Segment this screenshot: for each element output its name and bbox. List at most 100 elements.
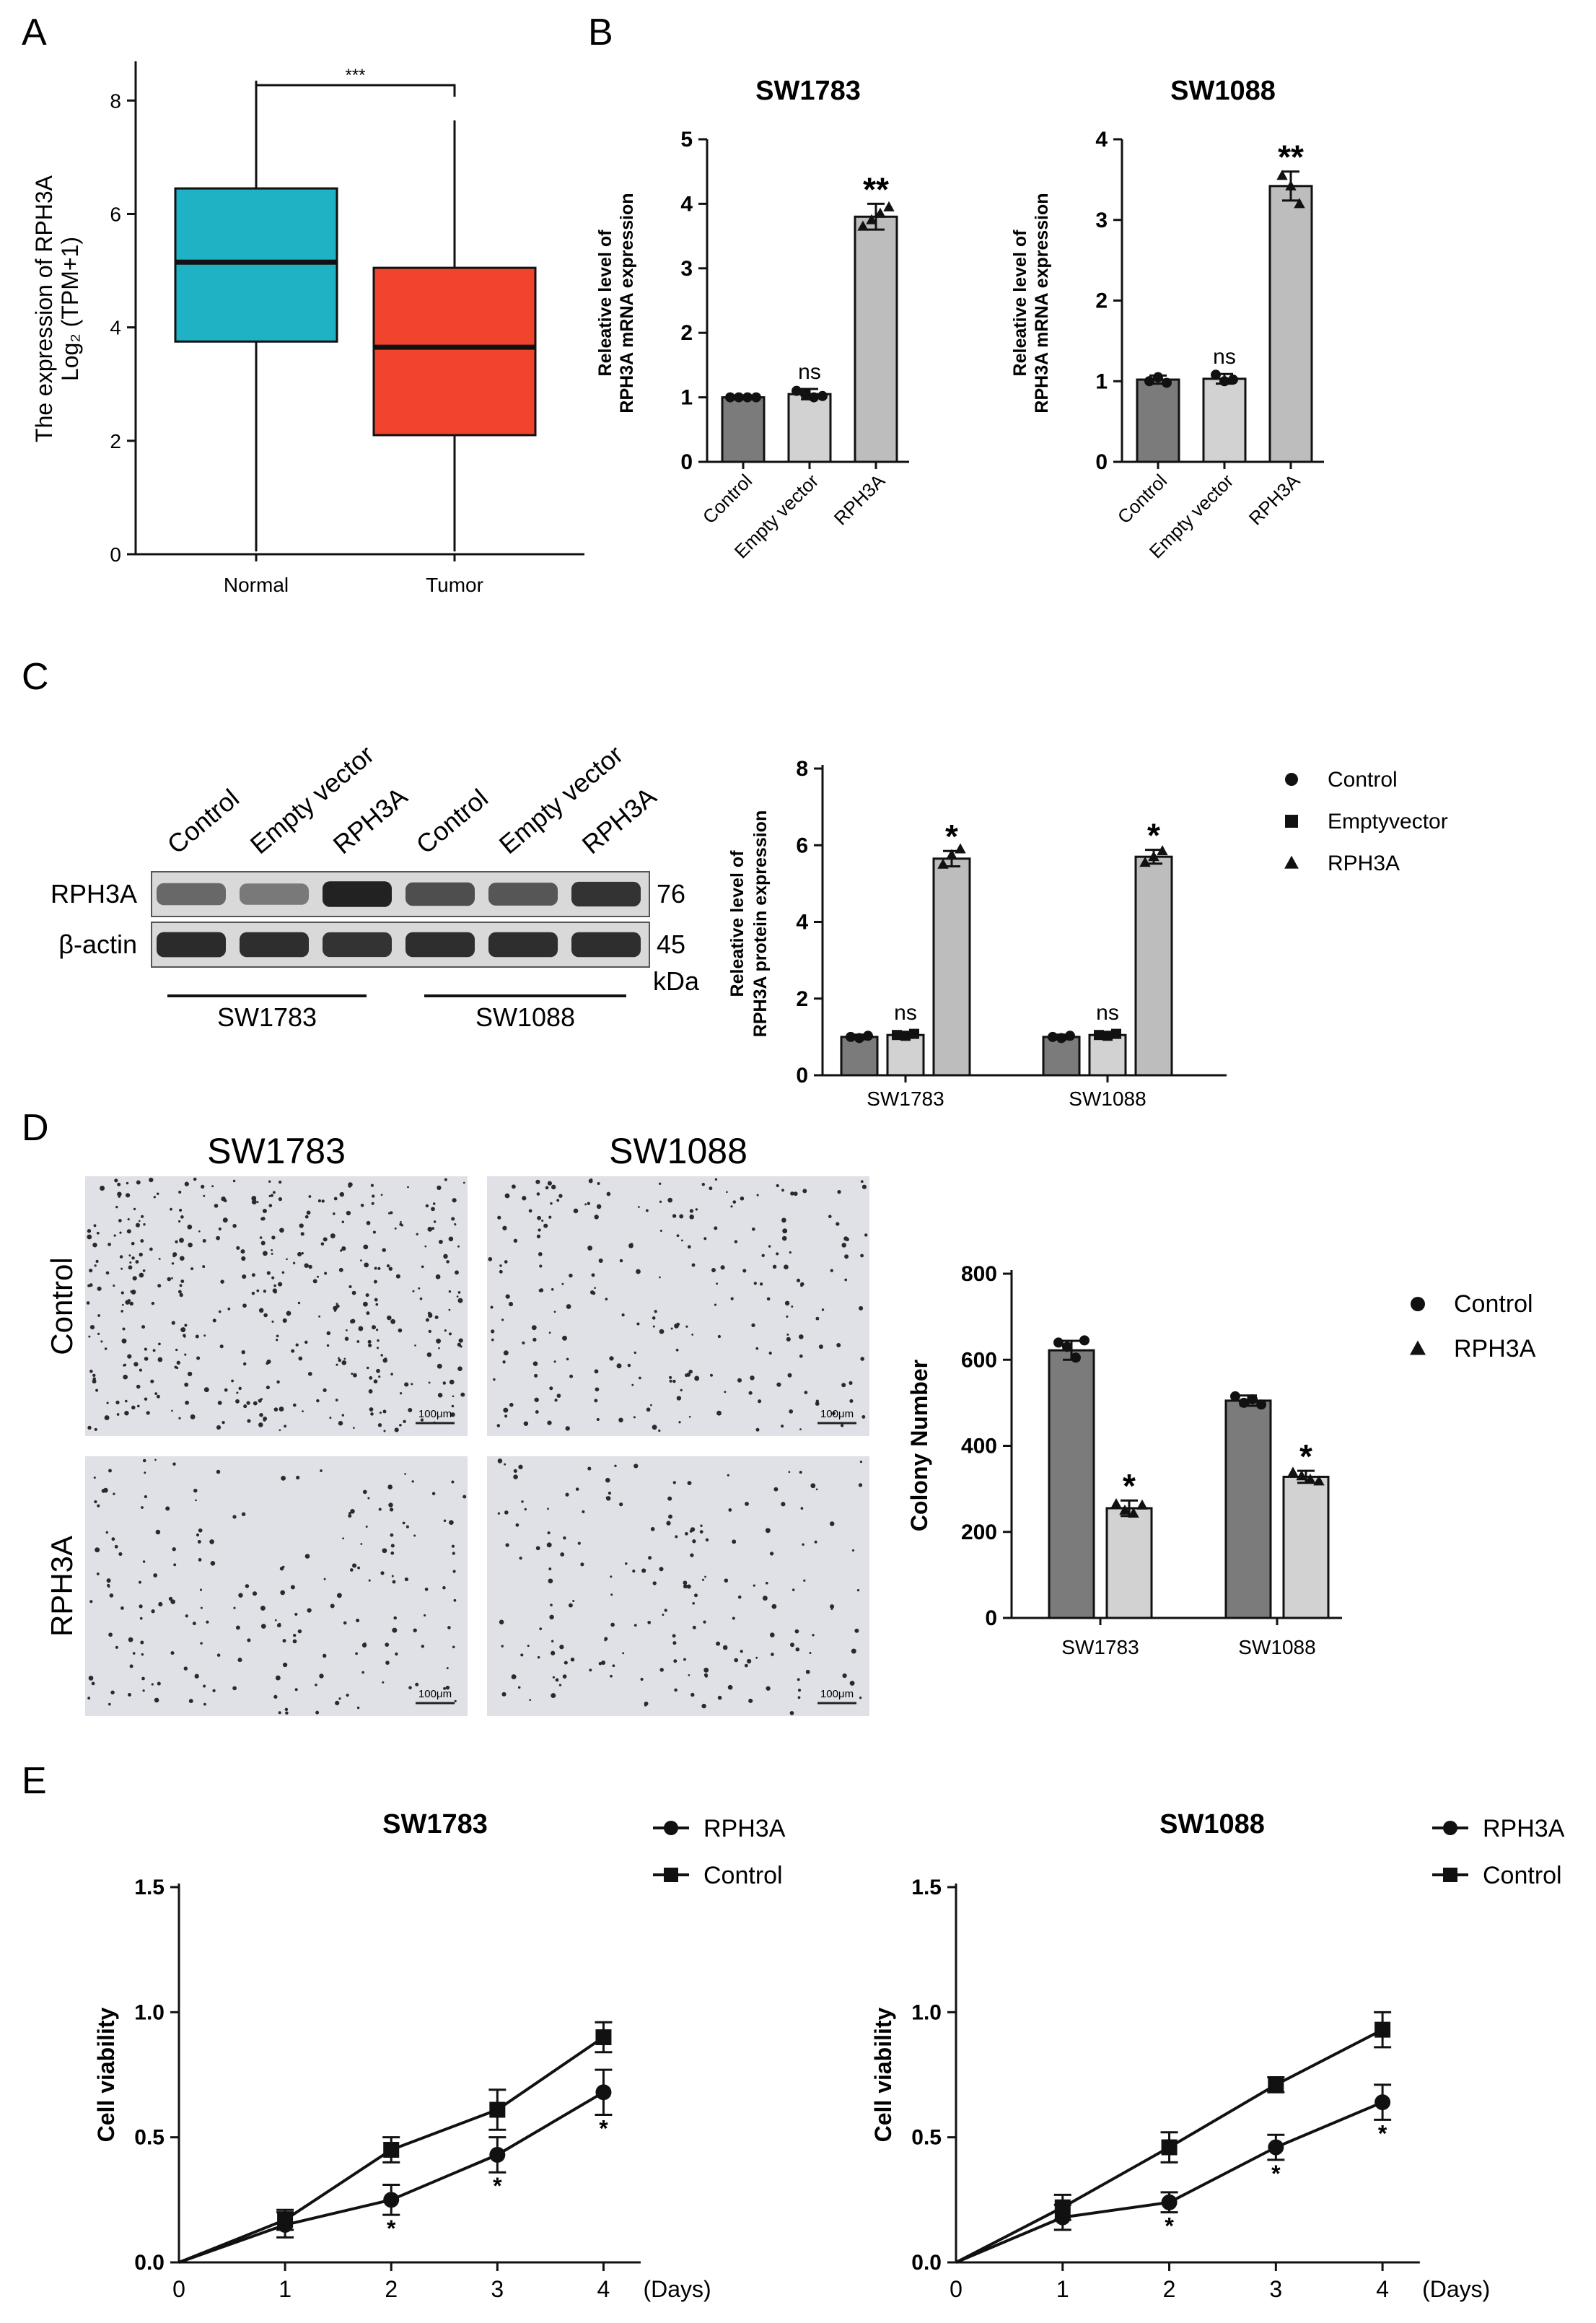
e2-legend-label-0: RPH3A (1483, 1815, 1565, 1842)
d-colony-dot (562, 1335, 567, 1341)
d-colony-dot (344, 1337, 349, 1341)
d-colony-dot (711, 1268, 716, 1272)
d-colony-dot (830, 1608, 833, 1610)
c-y-tick-label-3: 6 (796, 834, 808, 857)
d-colony-dot (120, 1606, 124, 1610)
panel-a-boxplot: 0 2 4 6 8 The expression of RPH3A Log₂ (TPM+1)… (31, 61, 584, 596)
d-colony-dot (570, 1657, 575, 1662)
d-colony-dot (442, 1585, 446, 1590)
d-colony-dot (717, 1695, 722, 1700)
d-colony-dot (438, 1239, 443, 1244)
c-point-1-1-1 (1102, 1031, 1113, 1041)
d-colony-dot (667, 1496, 672, 1501)
d-colony-dot (129, 1664, 133, 1668)
d-colony-dot (333, 1197, 338, 1201)
d-colony-dot (382, 1681, 385, 1684)
d-colony-dot (263, 1290, 267, 1293)
d-colony-dot (338, 1357, 340, 1360)
b2-x-tick-label-0: Control (1113, 470, 1171, 528)
d-colony-dot (113, 1234, 116, 1237)
d-colony-dot (128, 1254, 131, 1257)
d-colony-dot (856, 1588, 860, 1592)
d-colony-dot (560, 1552, 565, 1557)
d-colony-dot (139, 1617, 143, 1620)
d-colony-dot (587, 1245, 593, 1251)
d-colony-dot (106, 1401, 109, 1404)
d-colony-dot (716, 1282, 719, 1285)
d-colony-dot (377, 1423, 382, 1427)
d-point-1-0-2 (1248, 1394, 1258, 1405)
d-colony-dot (701, 1578, 705, 1581)
d-colony-dot (268, 1194, 271, 1197)
d-colony-dot (342, 1537, 344, 1540)
b2-point-0-0 (1144, 376, 1154, 387)
d-colony-dot (292, 1403, 297, 1407)
d-colony-dot (709, 1186, 713, 1191)
d-colony-dot (142, 1269, 146, 1272)
c-point-1-1-0 (1094, 1030, 1104, 1041)
d-colony-dot (392, 1627, 398, 1633)
d-colony-dot (200, 1642, 203, 1645)
d-colony-dot (547, 1420, 552, 1425)
b2-y-label-line1: Releative level of (1010, 229, 1030, 377)
d-colony-dot (748, 1391, 753, 1395)
d-colony-dot (654, 1310, 657, 1313)
d-colony-dot (364, 1262, 369, 1268)
d-colony-dot (569, 1273, 573, 1278)
d-colony-dot (395, 1652, 398, 1656)
d-colony-dot (203, 1702, 206, 1706)
d-colony-dot (794, 1629, 799, 1634)
d-colony-dot (815, 1488, 818, 1491)
d-point-1-1-1 (1296, 1470, 1307, 1481)
d-y-tick-label-4: 800 (961, 1262, 997, 1286)
d-colony-dot (575, 1487, 579, 1491)
d-colony-dot (141, 1676, 145, 1681)
d-colony-dot (194, 1674, 199, 1679)
d-colony-dot (95, 1547, 100, 1553)
d-colony-dot (390, 1211, 393, 1215)
d-colony-dot (293, 1633, 297, 1637)
c-legend-label-2: RPH3A (1328, 852, 1400, 875)
d-colony-dot (292, 1261, 296, 1264)
d-colony-dot (369, 1376, 373, 1380)
d-colony-dot (815, 1401, 820, 1406)
d-colony-dot (152, 1349, 156, 1352)
d-colony-dot (730, 1297, 734, 1300)
d-colony-dot (502, 1225, 507, 1230)
d-colony-dot (241, 1512, 246, 1516)
d-colony-dot (346, 1329, 348, 1331)
d-colony-dot (373, 1279, 377, 1284)
a-box-tumor (372, 266, 537, 437)
d-colony-dot (672, 1379, 676, 1383)
d-colony-dot (218, 1310, 222, 1313)
c-group-label-0: SW1783 (217, 1002, 317, 1032)
d-colony-dot (536, 1234, 541, 1238)
c-annotation-0-1: ns (894, 1001, 917, 1025)
d-colony-dot (89, 1369, 93, 1373)
c-blot-band-1-0 (157, 932, 226, 958)
d-colony-dot (555, 1678, 559, 1682)
d-colony-dot (256, 1289, 260, 1292)
d-colony-dot (449, 1379, 455, 1385)
d-colony-dot (400, 1221, 402, 1223)
d-colony-dot (499, 1269, 503, 1274)
b2-point-1-0 (1211, 369, 1221, 380)
d-colony-dot (504, 1193, 510, 1199)
d-colony-dot (323, 1237, 328, 1242)
b1-y-tick-label-5: 5 (680, 128, 693, 152)
d-colony-dot (290, 1585, 295, 1590)
d-colony-dot (273, 1407, 279, 1412)
d-colony-dot (143, 1222, 146, 1226)
d-colony-dot (200, 1606, 203, 1609)
d-colony-dot (350, 1319, 354, 1324)
e2-legend-label-1: Control (1483, 1862, 1562, 1889)
d-colony-dot (87, 1697, 91, 1700)
d-colony-dot (127, 1354, 132, 1359)
d-colony-dot (259, 1412, 263, 1417)
d-colony-dot (382, 1248, 386, 1252)
d-colony-dot (243, 1404, 247, 1409)
d-colony-dot (365, 1526, 368, 1528)
d-colony-dot (403, 1419, 406, 1423)
d-colony-dot (382, 1548, 387, 1554)
d-colony-dot (153, 1573, 158, 1578)
